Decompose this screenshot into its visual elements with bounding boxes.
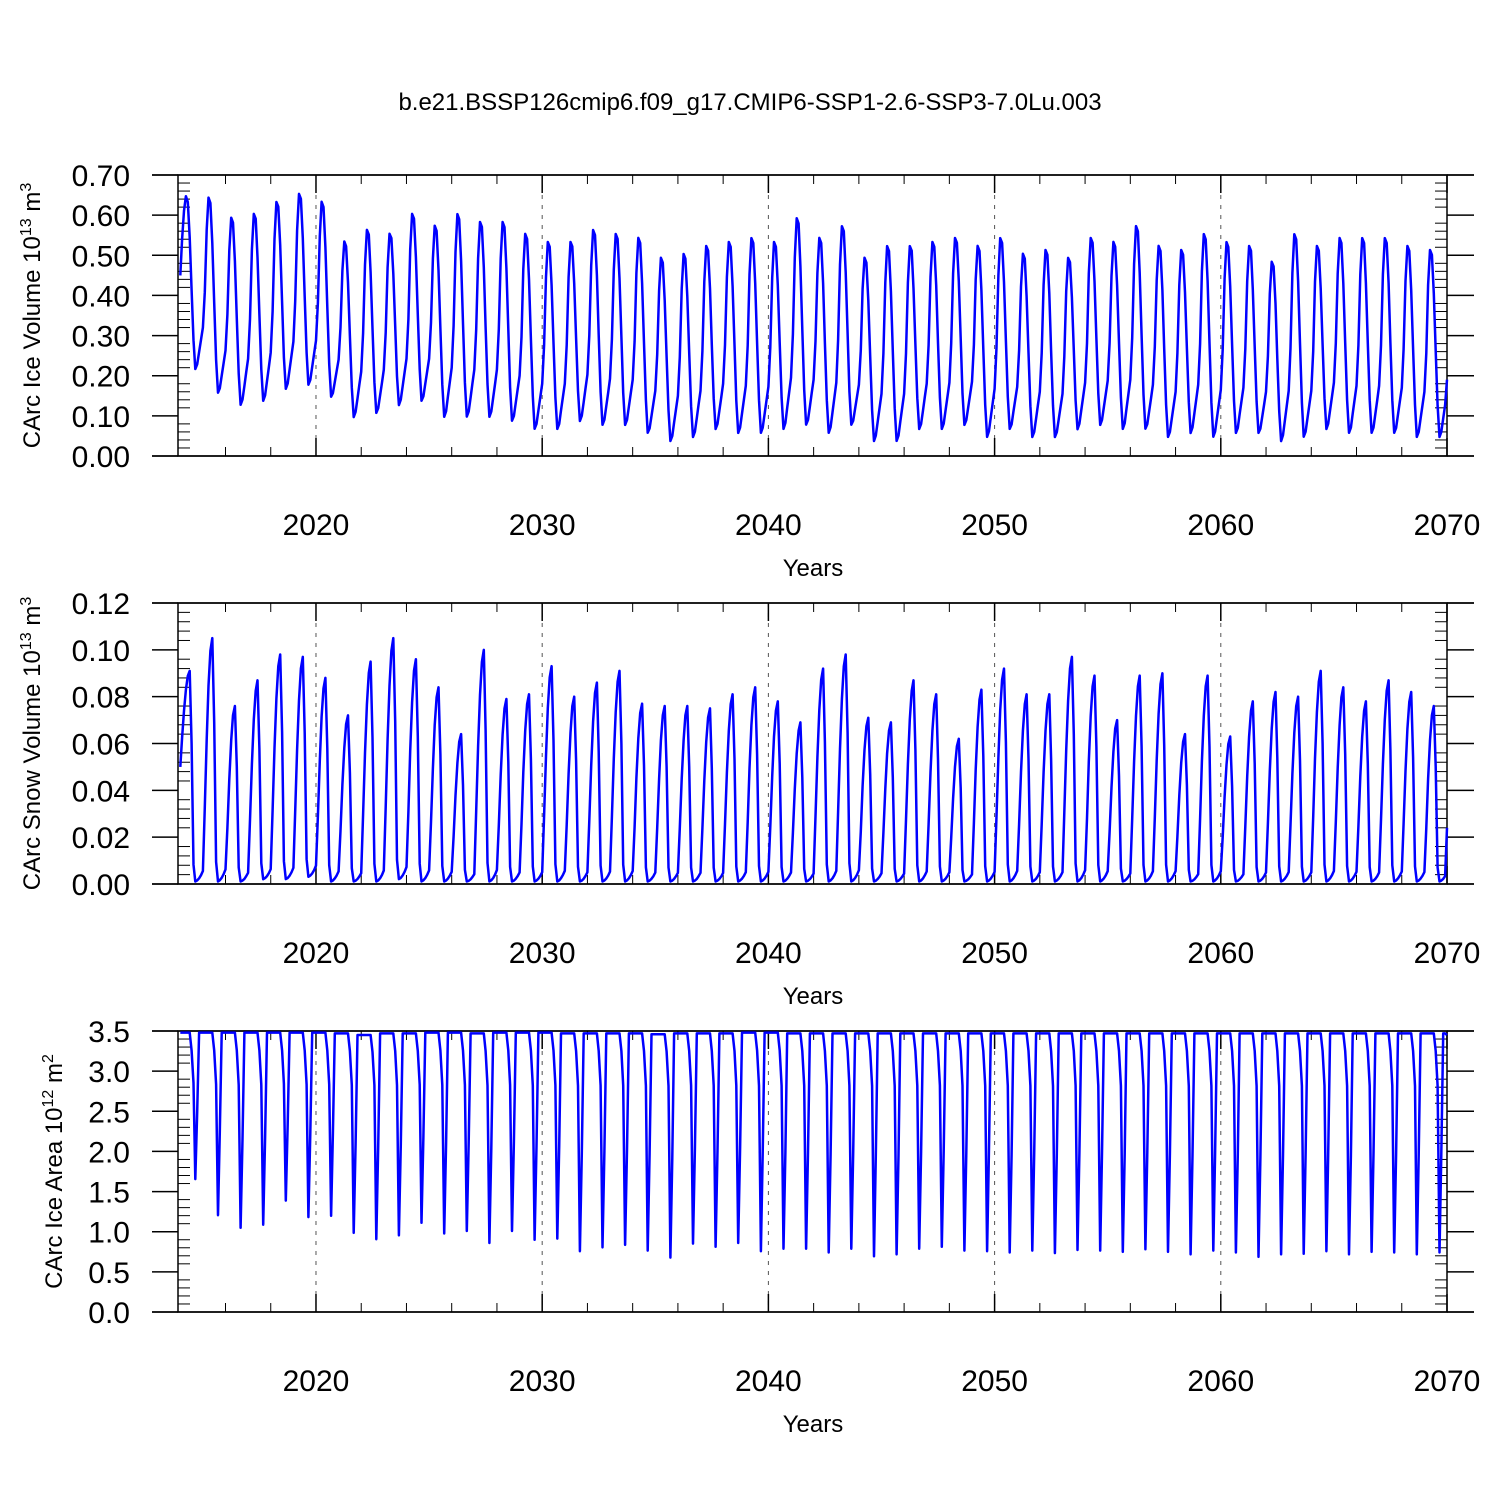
y-tick-label: 0.20 bbox=[72, 361, 130, 394]
x-tick-label: 2030 bbox=[509, 1365, 576, 1398]
panel-ice-area: 0.0 0.5 1.0 1.5 2.0 2.5 3.0 3.5 2020 2030 2040 2050… bbox=[40, 1016, 1480, 1438]
x-axis-label: Years bbox=[783, 555, 844, 582]
y-tick-label: 0.04 bbox=[72, 775, 130, 808]
x-tick-label: 2040 bbox=[735, 1365, 802, 1398]
x-tick-label: 2060 bbox=[1187, 1365, 1254, 1398]
y-tick-label: 1.0 bbox=[88, 1217, 130, 1250]
panel-snow-volume: 0.00 0.02 0.04 0.06 0.08 0.10 0.12 2020 2030 2040… bbox=[18, 588, 1480, 1010]
y-tick-label: 2.5 bbox=[88, 1096, 130, 1129]
x-tick-label: 2020 bbox=[283, 937, 350, 970]
y-tick-label: 0.00 bbox=[72, 869, 130, 902]
x-axis-label: Years bbox=[783, 983, 844, 1010]
x-tick-label: 2030 bbox=[509, 509, 576, 542]
x-tick-label: 2060 bbox=[1187, 509, 1254, 542]
y-tick-label: 0.40 bbox=[72, 280, 130, 313]
y-tick-label: 3.5 bbox=[88, 1016, 130, 1049]
y-tick-label: 0.30 bbox=[72, 321, 130, 354]
y-tick-label: 0.60 bbox=[72, 200, 130, 233]
y-tick-label: 0.00 bbox=[72, 441, 130, 474]
x-tick-label: 2060 bbox=[1187, 937, 1254, 970]
x-tick-label: 2050 bbox=[961, 509, 1028, 542]
series-line bbox=[180, 1031, 1448, 1259]
x-tick-label: 2020 bbox=[283, 1365, 350, 1398]
x-tick-label: 2050 bbox=[961, 937, 1028, 970]
x-axis-label: Years bbox=[783, 1411, 844, 1438]
y-tick-label: 1.5 bbox=[88, 1177, 130, 1210]
y-tick-label: 0.0 bbox=[88, 1297, 130, 1330]
y-tick-label: 0.08 bbox=[72, 682, 130, 715]
y-tick-label: 0.10 bbox=[72, 635, 130, 668]
x-tick-label: 2020 bbox=[283, 509, 350, 542]
y-tick-label: 0.06 bbox=[72, 729, 130, 762]
series-line bbox=[179, 192, 1449, 443]
y-tick-label: 0.12 bbox=[72, 588, 130, 621]
x-tick-label: 2050 bbox=[961, 1365, 1028, 1398]
panel-ice-volume: 0.00 0.10 0.20 0.30 0.40 0.50 0.60 0.70 2020 2030… bbox=[18, 160, 1480, 582]
x-tick-label: 2070 bbox=[1414, 937, 1481, 970]
y-axis-label: CArc Ice Area 1012 m2 bbox=[40, 1054, 68, 1289]
x-tick-label: 2030 bbox=[509, 937, 576, 970]
y-tick-label: 0.10 bbox=[72, 401, 130, 434]
x-tick-label: 2040 bbox=[735, 509, 802, 542]
y-tick-label: 2.0 bbox=[88, 1136, 130, 1169]
y-axis-label: CArc Snow Volume 1013 m3 bbox=[18, 597, 46, 891]
y-axis-label: CArc Ice Volume 1013 m3 bbox=[18, 183, 46, 449]
x-tick-label: 2040 bbox=[735, 937, 802, 970]
y-tick-label: 3.0 bbox=[88, 1056, 130, 1089]
x-tick-label: 2070 bbox=[1414, 509, 1481, 542]
y-tick-label: 0.02 bbox=[72, 822, 130, 855]
y-tick-label: 0.50 bbox=[72, 240, 130, 273]
y-tick-label: 0.70 bbox=[72, 160, 130, 193]
series-line bbox=[179, 636, 1449, 883]
x-tick-label: 2070 bbox=[1414, 1365, 1481, 1398]
chart-title: b.e21.BSSP126cmip6.f09_g17.CMIP6-SSP1-2.… bbox=[398, 89, 1101, 116]
y-tick-label: 0.5 bbox=[88, 1257, 130, 1290]
